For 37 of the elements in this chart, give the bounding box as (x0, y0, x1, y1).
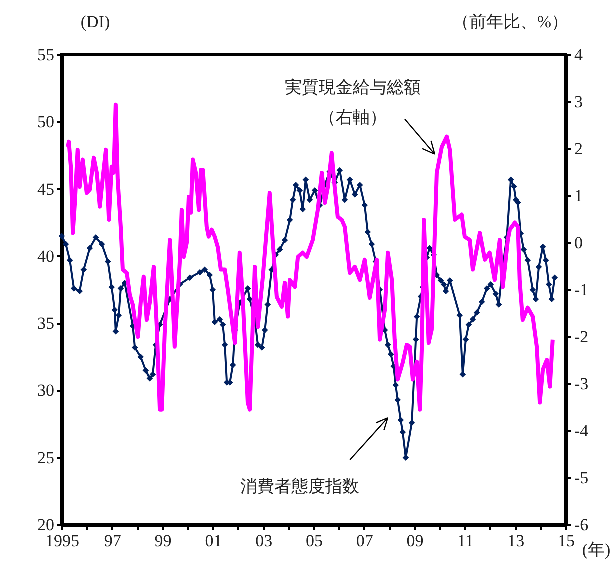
x-tick-label: 97 (104, 532, 122, 550)
annotation: 実質現金給与総額 (285, 78, 421, 97)
x-tick-label: 07 (356, 532, 374, 550)
x-tick-label: 11 (458, 532, 474, 550)
y2-tick-label: 2 (574, 140, 583, 158)
line-series (66, 102, 555, 412)
y-tick-label: 20 (38, 516, 54, 534)
y-tick-label: 45 (38, 180, 54, 199)
y-tick-label: 35 (38, 314, 54, 334)
y2-tick-label: -4 (574, 422, 590, 440)
y2-tick-label: 4 (574, 46, 584, 64)
x-tick-label: 09 (406, 532, 424, 550)
y-tick-label: 55 (38, 46, 54, 64)
y2-tick-label: -3 (574, 374, 589, 394)
y-tick-label: 40 (38, 246, 54, 266)
annotation: （右軸） (319, 108, 387, 127)
x-tick-label: 03 (256, 532, 273, 550)
x-tick-label: 15 (558, 532, 575, 550)
x-tick-label: 1995 (46, 532, 80, 550)
annotation: 消費者態度指数 (240, 477, 360, 496)
x-tick-label: 13 (508, 532, 525, 550)
y2-tick-label: 1 (574, 186, 583, 206)
y2-axis-title: （前年比、%） (452, 12, 569, 32)
y-tick-label: 30 (38, 381, 54, 400)
x-tick-label: 99 (154, 532, 172, 550)
x-axis-title: (年) (582, 540, 611, 560)
y-axis-title: (DI) (80, 12, 110, 32)
x-tick-label: 05 (306, 532, 323, 550)
y-tick-label: 50 (38, 112, 54, 132)
y2-tick-label: -6 (574, 516, 589, 534)
x-tick-label: 01 (205, 532, 222, 550)
y2-tick-label: -2 (574, 328, 589, 346)
y2-tick-label: -1 (574, 280, 589, 300)
y2-tick-label: 0 (574, 234, 583, 252)
y-tick-label: 25 (38, 448, 54, 468)
y2-tick-label: 3 (574, 92, 583, 112)
y2-tick-label: -5 (574, 468, 589, 488)
